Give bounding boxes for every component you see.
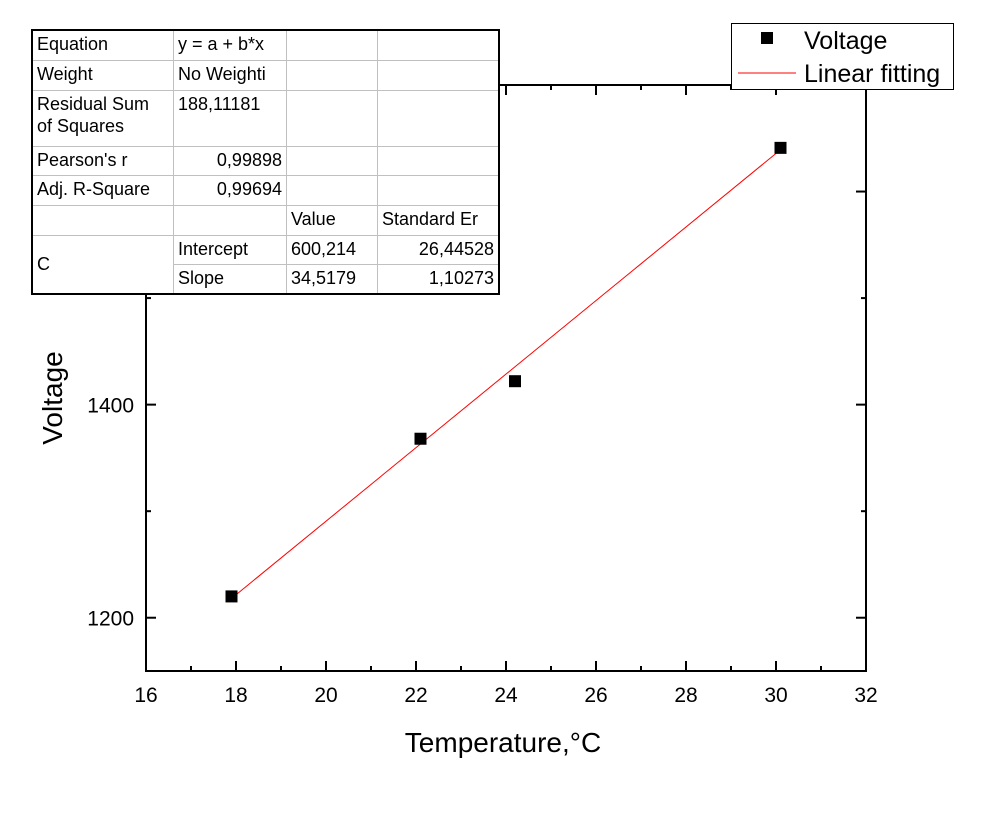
table-row: C Intercept 600,214 26,44528 [31, 234, 500, 295]
legend-graphics: Voltage Linear fitting [738, 27, 940, 88]
table-cell: C [31, 234, 174, 295]
x-axis-label: Temperature,°C [405, 727, 601, 758]
legend-label-linear-fitting: Linear fitting [804, 60, 940, 88]
table-cell: Adj. R-Square [31, 174, 174, 206]
table-row: Weight No Weighti [31, 59, 500, 91]
x-tick-label: 20 [314, 684, 337, 707]
table-cell: 34,5179 [286, 263, 378, 295]
table-row: Equation y = a + b*x [31, 29, 500, 61]
data-point [225, 590, 238, 603]
table-cell: y = a + b*x [173, 29, 287, 61]
table-cell: Intercept [173, 234, 287, 265]
data-point [509, 375, 521, 388]
x-tick-label: 16 [134, 684, 157, 707]
x-tick-label: 18 [224, 684, 247, 707]
table-cell [286, 29, 378, 61]
y-tick-label: 1400 [87, 395, 134, 418]
data-point [414, 432, 427, 445]
table-cell: Standard Er [377, 204, 500, 236]
table-cell: 0,99898 [173, 145, 287, 176]
fit-line [231, 149, 781, 599]
fit-statistics-table: Equation y = a + b*x Weight No Weighti R… [31, 29, 500, 295]
table-cell: 1,10273 [377, 263, 500, 295]
table-cell: Pearson's r [31, 145, 174, 176]
table-cell [286, 145, 378, 176]
legend-marker-square-icon [761, 32, 773, 44]
x-tick-label: 32 [854, 684, 877, 707]
table-cell [377, 29, 500, 61]
x-tick-label: 26 [584, 684, 607, 707]
table-cell [377, 89, 500, 147]
table-cell: Weight [31, 59, 174, 91]
table-cell: Value [286, 204, 378, 236]
table-cell: No Weighti [173, 59, 287, 91]
legend-label-voltage: Voltage [804, 27, 887, 55]
x-tick-label: 28 [674, 684, 697, 707]
table-row: Residual Sum of Squares 188,11181 [31, 89, 500, 147]
table-cell: 188,11181 [173, 89, 287, 147]
table-row: Slope 34,5179 1,10273 [32, 263, 500, 295]
table-row: Pearson's r 0,99898 [31, 145, 500, 176]
table-cell [377, 174, 500, 206]
x-tick-label: 22 [404, 684, 427, 707]
y-tick-label: 1200 [87, 608, 134, 631]
table-cell [286, 59, 378, 91]
table-cell: 0,99694 [173, 174, 287, 206]
table-cell: 26,44528 [377, 234, 500, 265]
table-cell [286, 89, 378, 147]
table-cell [377, 59, 500, 91]
x-tick-label: 30 [764, 684, 787, 707]
table-row: Adj. R-Square 0,99694 [31, 174, 500, 206]
legend: Voltage Linear fitting [731, 23, 954, 90]
table-cell: Slope [173, 263, 287, 295]
data-point [774, 141, 787, 154]
table-cell [31, 204, 174, 236]
table-cell [286, 174, 378, 206]
table-cell: Equation [31, 29, 174, 61]
table-cell [377, 145, 500, 176]
table-cell [173, 204, 287, 236]
y-axis-label: Voltage [37, 351, 68, 444]
table-cell: 600,214 [286, 234, 378, 265]
table-row: Value Standard Er [31, 204, 500, 236]
x-tick-label: 24 [494, 684, 518, 707]
table-cell: Residual Sum of Squares [31, 89, 174, 147]
